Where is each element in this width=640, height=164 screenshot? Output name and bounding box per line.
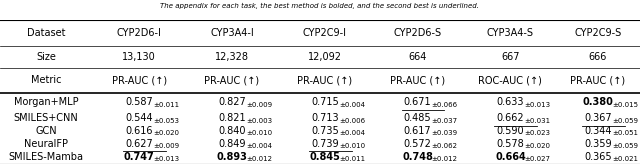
Text: SMILES+CNN: SMILES+CNN — [13, 113, 79, 123]
Text: 0.821: 0.821 — [218, 113, 246, 123]
Text: ±0.004: ±0.004 — [246, 143, 272, 149]
Text: Size: Size — [36, 52, 56, 62]
Text: 0.713: 0.713 — [311, 113, 339, 123]
Text: 0.735: 0.735 — [311, 126, 339, 136]
Text: 0.367: 0.367 — [584, 113, 612, 123]
Text: 12,092: 12,092 — [308, 52, 342, 62]
Text: 0.359: 0.359 — [584, 139, 612, 149]
Text: 0.365: 0.365 — [584, 152, 612, 162]
Text: ±0.004: ±0.004 — [339, 102, 365, 108]
Text: 13,130: 13,130 — [122, 52, 156, 62]
Text: CYP3A4-S: CYP3A4-S — [487, 28, 534, 38]
Text: 666: 666 — [589, 52, 607, 62]
Text: ±0.012: ±0.012 — [246, 156, 272, 162]
Text: Morgan+MLP: Morgan+MLP — [14, 97, 78, 107]
Text: PR-AUC (↑): PR-AUC (↑) — [111, 75, 167, 85]
Text: PR-AUC (↑): PR-AUC (↑) — [390, 75, 445, 85]
Text: ±0.013: ±0.013 — [154, 156, 179, 162]
Text: ±0.051: ±0.051 — [612, 130, 638, 136]
Text: GCN: GCN — [35, 126, 57, 136]
Text: 0.849: 0.849 — [218, 139, 246, 149]
Text: ±0.011: ±0.011 — [154, 102, 179, 108]
Text: 0.739: 0.739 — [311, 139, 339, 149]
Text: PR-AUC (↑): PR-AUC (↑) — [297, 75, 353, 85]
Text: ±0.031: ±0.031 — [525, 118, 550, 124]
Text: 0.587: 0.587 — [125, 97, 153, 107]
Text: SMILES-Mamba: SMILES-Mamba — [8, 152, 84, 162]
Text: ±0.062: ±0.062 — [432, 143, 458, 149]
Text: ±0.013: ±0.013 — [525, 102, 550, 108]
Text: ±0.011: ±0.011 — [339, 156, 365, 162]
Text: 667: 667 — [501, 52, 520, 62]
Text: PR-AUC (↑): PR-AUC (↑) — [570, 75, 625, 85]
Text: ±0.027: ±0.027 — [525, 156, 550, 162]
Text: ±0.039: ±0.039 — [432, 130, 458, 136]
Text: 664: 664 — [408, 52, 427, 62]
Text: CYP2C9-I: CYP2C9-I — [303, 28, 347, 38]
Text: The appendix for each task, the best method is bolded, and the second best is un: The appendix for each task, the best met… — [161, 3, 479, 9]
Text: ±0.053: ±0.053 — [154, 118, 179, 124]
Text: ±0.006: ±0.006 — [339, 118, 365, 124]
Text: CYP2C9-S: CYP2C9-S — [574, 28, 621, 38]
Text: ±0.012: ±0.012 — [432, 156, 458, 162]
Text: 0.671: 0.671 — [404, 97, 431, 107]
Text: ±0.059: ±0.059 — [612, 143, 638, 149]
Text: 0.633: 0.633 — [497, 97, 524, 107]
Text: ±0.020: ±0.020 — [154, 130, 179, 136]
Text: 0.590: 0.590 — [497, 126, 524, 136]
Text: CYP3A4-I: CYP3A4-I — [210, 28, 254, 38]
Text: ±0.037: ±0.037 — [432, 118, 458, 124]
Text: ±0.009: ±0.009 — [154, 143, 179, 149]
Text: Metric: Metric — [31, 75, 61, 85]
Text: ±0.010: ±0.010 — [339, 143, 365, 149]
Text: 0.544: 0.544 — [125, 113, 153, 123]
Text: 0.344: 0.344 — [584, 126, 611, 136]
Text: CYP2D6-S: CYP2D6-S — [394, 28, 442, 38]
Text: 0.840: 0.840 — [218, 126, 246, 136]
Text: CYP2D6-I: CYP2D6-I — [116, 28, 162, 38]
Text: PR-AUC (↑): PR-AUC (↑) — [204, 75, 260, 85]
Text: ±0.004: ±0.004 — [339, 130, 365, 136]
Text: 12,328: 12,328 — [215, 52, 249, 62]
Text: ROC-AUC (↑): ROC-AUC (↑) — [479, 75, 542, 85]
Text: 0.485: 0.485 — [404, 113, 431, 123]
Text: 0.627: 0.627 — [125, 139, 153, 149]
Text: 0.616: 0.616 — [125, 126, 153, 136]
Text: 0.380: 0.380 — [582, 97, 613, 107]
Text: ±0.010: ±0.010 — [246, 130, 272, 136]
Text: ±0.023: ±0.023 — [525, 130, 550, 136]
Text: 0.748: 0.748 — [402, 152, 433, 162]
Text: ±0.009: ±0.009 — [246, 102, 272, 108]
Text: 0.617: 0.617 — [404, 126, 431, 136]
Text: ±0.021: ±0.021 — [612, 156, 638, 162]
Text: 0.893: 0.893 — [216, 152, 248, 162]
Text: ±0.020: ±0.020 — [525, 143, 550, 149]
Text: 0.827: 0.827 — [218, 97, 246, 107]
Text: ±0.059: ±0.059 — [612, 118, 638, 124]
Text: ±0.003: ±0.003 — [246, 118, 272, 124]
Text: 0.845: 0.845 — [309, 152, 340, 162]
Text: NeuralFP: NeuralFP — [24, 139, 68, 149]
Text: 0.578: 0.578 — [497, 139, 524, 149]
Text: 0.572: 0.572 — [404, 139, 431, 149]
Text: ±0.066: ±0.066 — [432, 102, 458, 108]
Text: Dataset: Dataset — [27, 28, 65, 38]
Text: 0.715: 0.715 — [311, 97, 339, 107]
Text: ±0.015: ±0.015 — [612, 102, 638, 108]
Text: 0.747: 0.747 — [124, 152, 155, 162]
Text: 0.664: 0.664 — [495, 152, 526, 162]
Text: 0.662: 0.662 — [497, 113, 524, 123]
